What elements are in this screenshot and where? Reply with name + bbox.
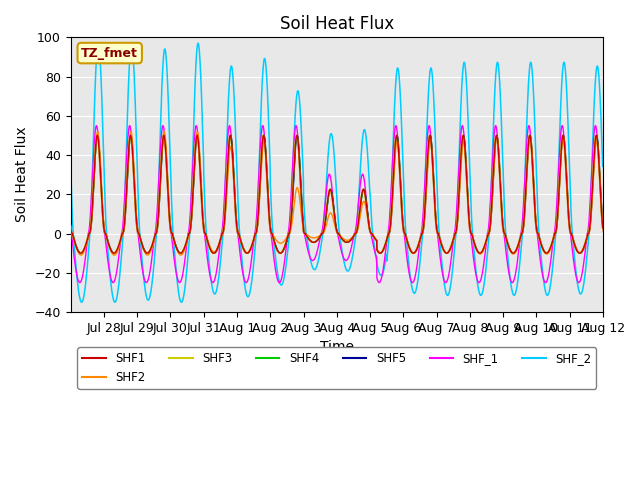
SHF1 [67, 226, 74, 231]
SHF3 [599, 228, 607, 233]
SHF4 [235, 231, 243, 237]
Line: SHF_1: SHF_1 [70, 126, 603, 283]
SHF1 [527, 143, 535, 148]
SHF5 [497, 196, 505, 202]
SHF_2 [497, 114, 505, 120]
SHF4 [543, 250, 550, 256]
SHF_2 [194, 40, 202, 46]
Line: SHF1: SHF1 [70, 135, 603, 253]
SHF1 [160, 132, 168, 138]
SHF3 [369, 232, 376, 238]
Legend: SHF1, SHF2, SHF3, SHF4, SHF5, SHF_1, SHF_2: SHF1, SHF2, SHF3, SHF4, SHF5, SHF_1, SHF… [77, 347, 596, 388]
SHF_1 [497, 204, 505, 210]
SHF3 [67, 228, 74, 233]
SHF1 [497, 201, 505, 206]
SHF2 [369, 232, 377, 238]
SHF_2 [369, 233, 377, 239]
SHF4 [559, 132, 567, 138]
SHF5 [243, 250, 251, 256]
SHF_2 [527, 60, 535, 66]
SHF5 [592, 135, 600, 141]
SHF4 [120, 227, 127, 233]
SHF_1 [369, 239, 376, 244]
SHF2 [497, 195, 505, 201]
SHF_1 [392, 123, 400, 129]
SHF5 [235, 230, 243, 236]
SHF1 [592, 134, 600, 140]
SHF3 [459, 132, 467, 138]
Line: SHF3: SHF3 [70, 135, 603, 253]
SHF3 [476, 250, 483, 256]
SHF1 [369, 233, 377, 239]
Line: SHF_2: SHF_2 [70, 43, 603, 302]
X-axis label: Time: Time [320, 340, 354, 354]
SHF2 [77, 252, 85, 258]
SHF_2 [592, 72, 600, 78]
Line: SHF5: SHF5 [70, 135, 603, 253]
SHF4 [497, 189, 504, 195]
SHF4 [369, 232, 376, 238]
SHF_2 [67, 162, 74, 168]
SHF1 [177, 250, 184, 256]
SHF3 [592, 132, 600, 138]
SHF2 [236, 231, 243, 237]
Title: Soil Heat Flux: Soil Heat Flux [280, 15, 394, 33]
Text: TZ_fmet: TZ_fmet [81, 47, 138, 60]
SHF5 [120, 228, 127, 233]
SHF_2 [599, 162, 607, 168]
SHF_1 [376, 280, 383, 286]
SHF_1 [527, 143, 535, 149]
Line: SHF4: SHF4 [70, 135, 603, 253]
SHF5 [369, 232, 377, 238]
SHF1 [120, 226, 127, 232]
SHF5 [67, 223, 74, 229]
SHF_1 [67, 228, 74, 234]
SHF3 [527, 147, 535, 153]
SHF_1 [599, 228, 607, 234]
SHF2 [120, 227, 128, 232]
SHF3 [235, 232, 243, 238]
SHF_2 [120, 222, 127, 228]
SHF4 [599, 224, 607, 230]
SHF2 [67, 222, 74, 228]
SHF_1 [235, 239, 243, 244]
SHF4 [592, 134, 600, 140]
SHF2 [592, 142, 600, 147]
SHF4 [67, 224, 74, 230]
SHF2 [527, 140, 535, 145]
SHF2 [193, 129, 201, 134]
Y-axis label: Soil Heat Flux: Soil Heat Flux [15, 127, 29, 223]
SHF5 [599, 223, 607, 229]
SHF2 [599, 222, 607, 228]
Line: SHF2: SHF2 [70, 132, 603, 255]
SHF1 [236, 232, 243, 238]
SHF_2 [236, 224, 243, 230]
SHF1 [599, 226, 607, 231]
SHF_1 [592, 123, 600, 129]
SHF3 [497, 206, 505, 212]
SHF3 [120, 223, 127, 229]
SHF5 [260, 132, 268, 138]
SHF5 [527, 140, 535, 145]
SHF_2 [177, 300, 185, 305]
SHF_1 [120, 210, 127, 216]
SHF4 [527, 136, 534, 142]
